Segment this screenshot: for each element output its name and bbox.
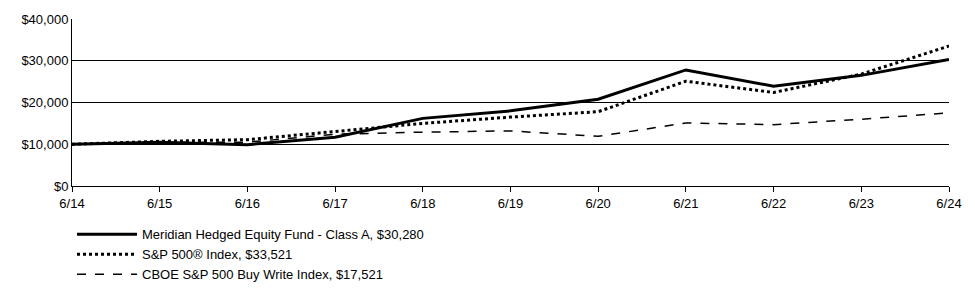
svg-text:6/14: 6/14 [59,196,84,211]
svg-text:$0: $0 [54,179,68,194]
svg-text:6/20: 6/20 [586,196,611,211]
svg-text:6/24: 6/24 [936,196,961,211]
svg-text:$20,000: $20,000 [21,95,68,110]
svg-text:$40,000: $40,000 [21,12,68,27]
svg-text:CBOE S&P 500 Buy Write Index,: CBOE S&P 500 Buy Write Index, $17,521 [142,267,383,282]
svg-text:$10,000: $10,000 [21,137,68,152]
svg-text:6/22: 6/22 [761,196,786,211]
svg-text:6/18: 6/18 [410,196,435,211]
svg-text:S&P 500® Index, $33,521: S&P 500® Index, $33,521 [142,247,292,262]
svg-text:Meridian Hedged Equity Fund -: Meridian Hedged Equity Fund - Class A, $… [142,227,424,242]
svg-text:6/17: 6/17 [322,196,347,211]
svg-text:6/23: 6/23 [849,196,874,211]
svg-text:6/16: 6/16 [235,196,260,211]
svg-text:6/19: 6/19 [498,196,523,211]
svg-text:6/21: 6/21 [673,196,698,211]
svg-text:6/15: 6/15 [147,196,172,211]
svg-text:$30,000: $30,000 [21,53,68,68]
